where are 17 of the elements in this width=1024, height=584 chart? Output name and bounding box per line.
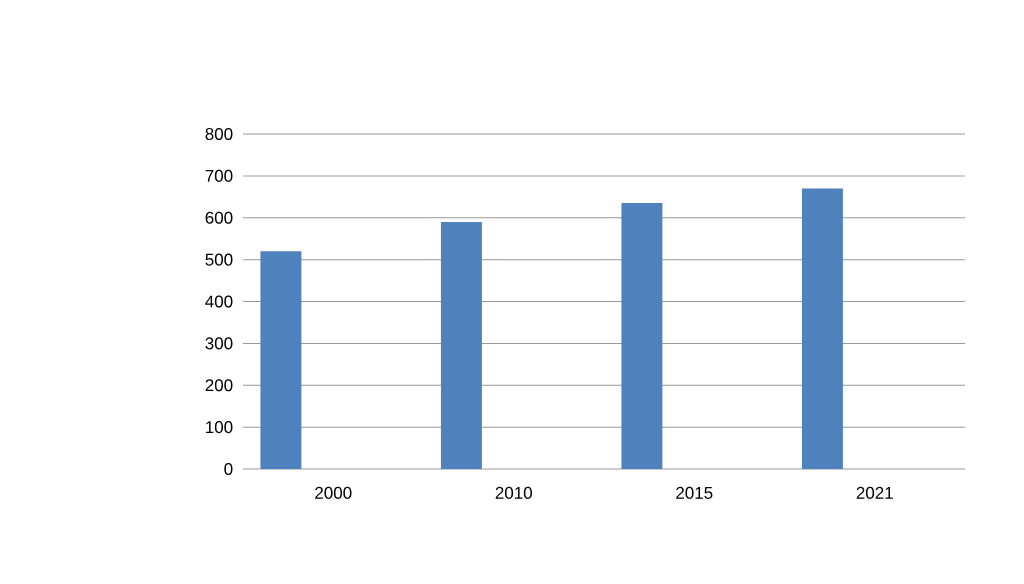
y-tick-label: 700 [205,169,233,182]
y-tick-label: 100 [206,421,233,434]
bar [260,251,302,469]
x-tick-label: 2010 [495,486,532,499]
y-tick-label: 300 [205,337,233,350]
bar [801,188,843,469]
x-tick-label: 2021 [856,486,893,499]
y-tick-label: 500 [205,253,233,266]
x-tick-label: 2000 [315,486,352,499]
y-tick-label: 200 [205,379,233,392]
y-tick-label: 800 [205,127,233,141]
bar [440,221,482,469]
y-tick-label: 600 [205,211,233,224]
y-tick-label: 0 [224,462,233,476]
y-tick-label: 400 [205,295,233,308]
bar [621,203,663,469]
x-tick-label: 2015 [676,486,713,499]
